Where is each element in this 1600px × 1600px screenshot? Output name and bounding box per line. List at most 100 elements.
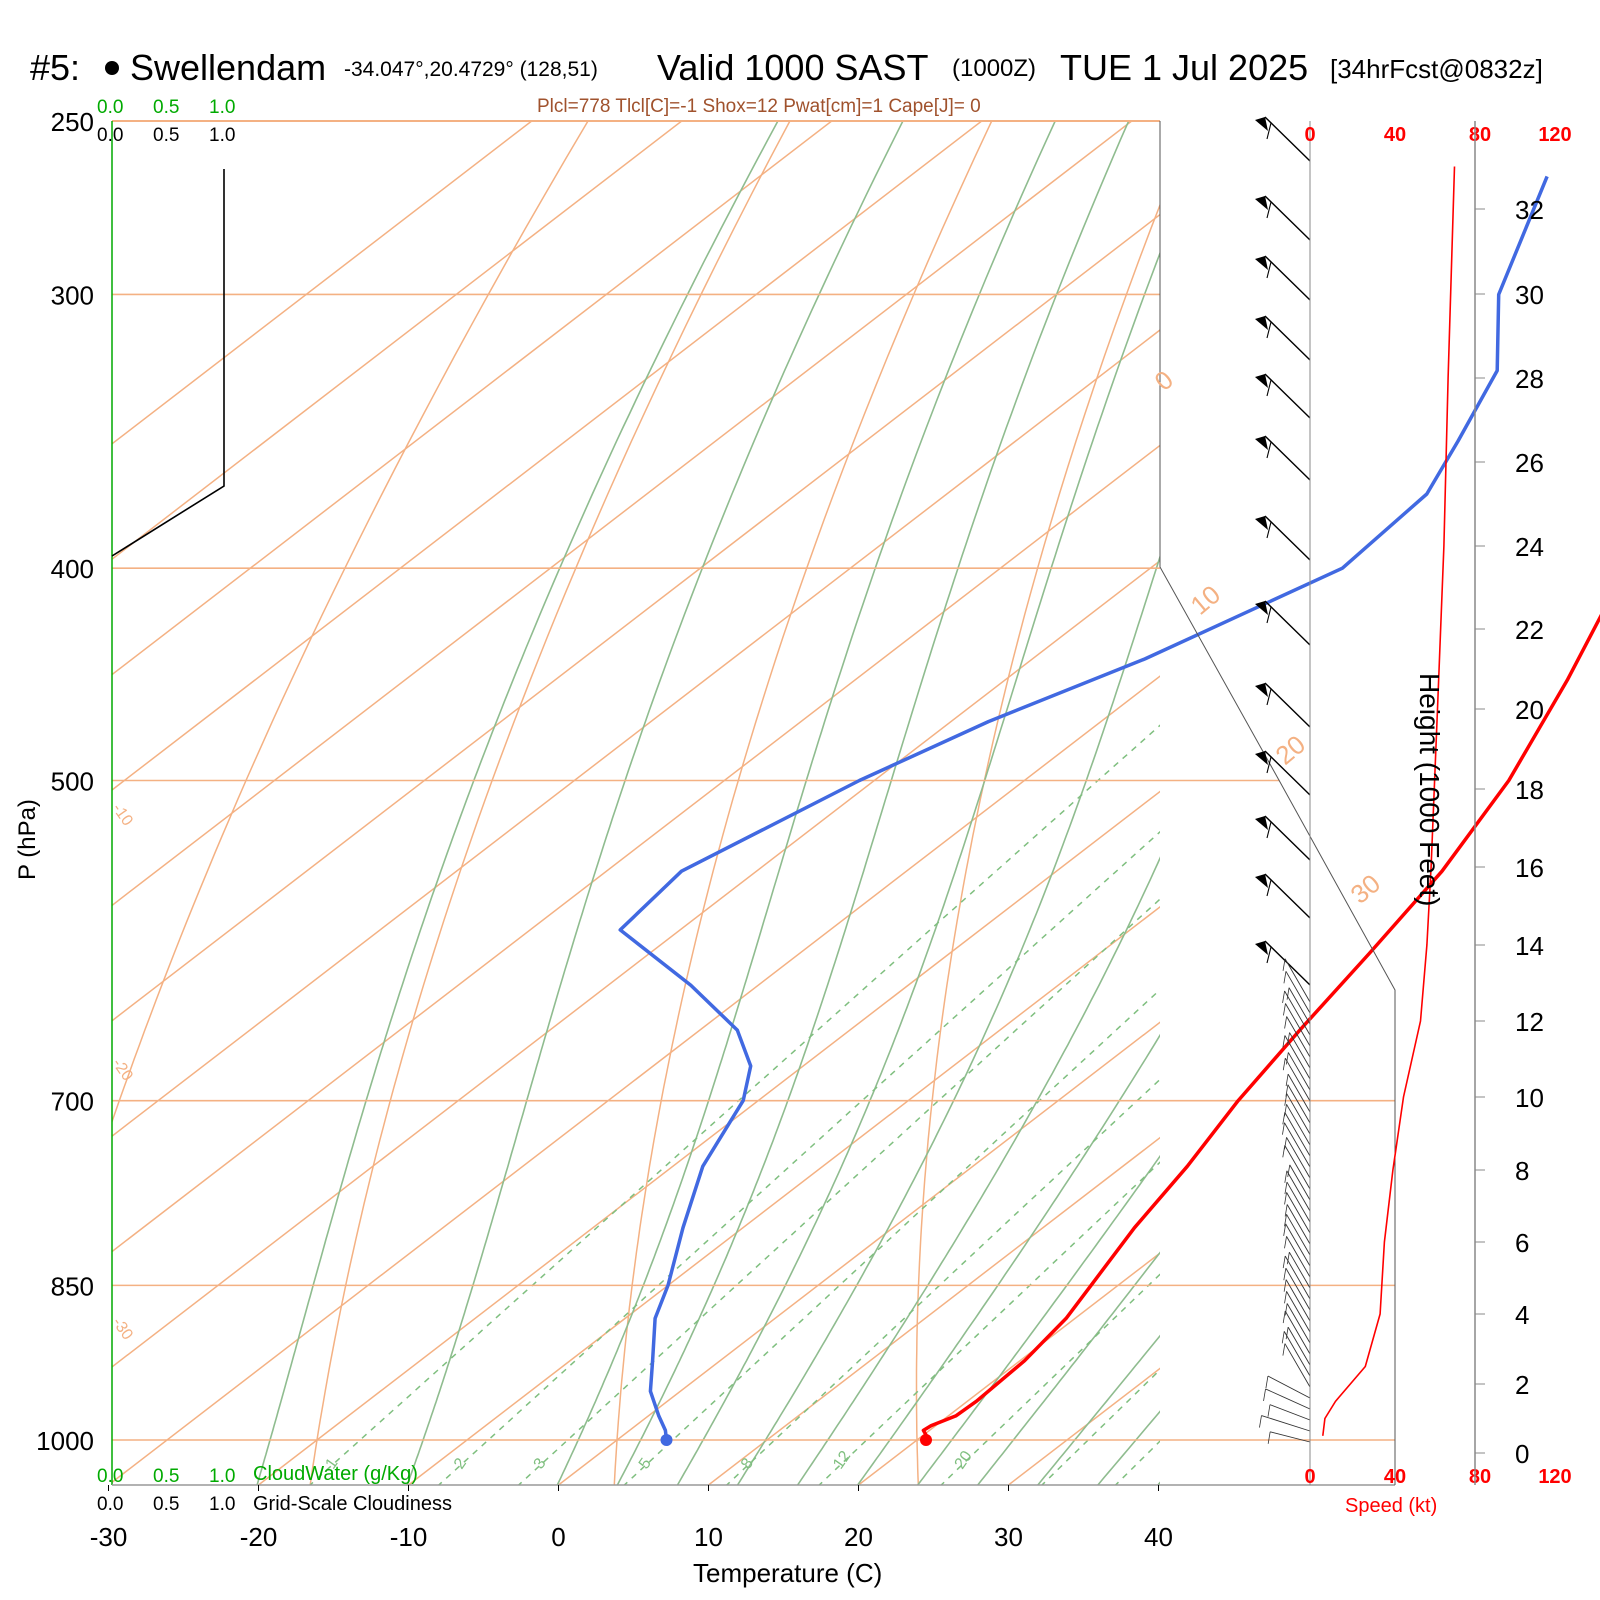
isotherm-label: 20 bbox=[1270, 729, 1311, 771]
moist-adiabat-line bbox=[797, 121, 1424, 1486]
surface-temperature-dot bbox=[920, 1434, 932, 1446]
wind-barb-staff bbox=[1286, 1224, 1310, 1266]
wind-barb-feather bbox=[1267, 689, 1271, 705]
station-coords: -34.047°,20.4729° (128,51) bbox=[344, 58, 598, 81]
cloudiness-tick-bottom: 1.0 bbox=[209, 1494, 235, 1515]
temperature-tick-label: -30 bbox=[90, 1522, 128, 1552]
wind-barb-staff bbox=[1265, 117, 1310, 161]
wind-barb-staff bbox=[1287, 1214, 1310, 1255]
isotherm-line bbox=[0, 121, 1282, 1485]
wind-barb-feather bbox=[1283, 1112, 1285, 1124]
height-tick-label: 32 bbox=[1515, 195, 1544, 225]
cloudwater-tick-top: 1.0 bbox=[209, 97, 235, 118]
isotherm-label: -30 bbox=[109, 1315, 136, 1344]
wind-barb-staff bbox=[1265, 683, 1310, 727]
mixing-ratio-line bbox=[818, 568, 1600, 1486]
wind-barb-feather bbox=[1283, 1344, 1285, 1356]
cloudwater-tick-bottom: 1.0 bbox=[209, 1466, 235, 1487]
wind-barb-staff bbox=[1285, 1311, 1310, 1354]
wind-barb-feather bbox=[1283, 1145, 1285, 1157]
wind-barb-feather bbox=[1283, 991, 1285, 1003]
cloudiness-profile bbox=[112, 169, 224, 556]
pressure-tick-label: 700 bbox=[51, 1087, 94, 1117]
wind-barb-staff bbox=[1284, 1331, 1310, 1376]
wind-barb-staff bbox=[1287, 1182, 1310, 1222]
mixing-ratio-label: 5 bbox=[636, 1455, 655, 1472]
wind-barb-feather bbox=[1267, 380, 1271, 396]
wind-barb-feather bbox=[1285, 1171, 1287, 1183]
cloudiness-tick-bottom: 0.0 bbox=[97, 1494, 123, 1515]
dry-adiabat-line bbox=[1202, 82, 1409, 1495]
pressure-tick-label: 400 bbox=[51, 554, 94, 584]
temperature-tick-label: 30 bbox=[994, 1522, 1023, 1552]
wind-barb-feather bbox=[1267, 202, 1271, 218]
station-number: #5: bbox=[30, 47, 80, 88]
wind-barb-staff bbox=[1289, 988, 1310, 1024]
speed-tick-label: 120 bbox=[1538, 124, 1571, 146]
sounding-profiles bbox=[620, 176, 1600, 1446]
wind-barb-staff bbox=[1287, 1104, 1310, 1145]
wind-barb-staff bbox=[1265, 874, 1310, 918]
wind-barb-staff bbox=[1287, 1137, 1310, 1178]
wind-barb-pennant bbox=[1255, 683, 1268, 697]
wind-barb-feather bbox=[1267, 607, 1271, 623]
isotherm-line bbox=[259, 121, 1600, 1485]
speed-tick-label: 120 bbox=[1538, 1466, 1571, 1488]
height-tick-label: 4 bbox=[1515, 1300, 1529, 1330]
wind-barb-feather bbox=[1285, 1192, 1287, 1204]
height-tick-label: 12 bbox=[1515, 1007, 1544, 1037]
temperature-tick-label: 20 bbox=[844, 1522, 873, 1552]
temperature-tick-label: -10 bbox=[390, 1522, 428, 1552]
wind-barb-staff bbox=[1265, 374, 1310, 418]
pressure-tick-label: 1000 bbox=[36, 1426, 94, 1456]
wind-barb-staff bbox=[1265, 256, 1310, 300]
height-tick-label: 8 bbox=[1515, 1156, 1529, 1186]
mixing-ratio-line bbox=[517, 568, 1525, 1486]
speed-tick-label: 80 bbox=[1469, 124, 1491, 146]
cloudwater-tick-bottom: 0.5 bbox=[153, 1466, 179, 1487]
wind-barb-staff bbox=[1261, 1416, 1310, 1431]
height-axis-label: Height (1000 Feet) bbox=[1414, 673, 1445, 906]
height-axis: 02468101214161820222426283032 bbox=[1475, 195, 1544, 1469]
temperature-tick-label: 0 bbox=[551, 1522, 565, 1552]
pressure-tick-label: 300 bbox=[51, 280, 94, 310]
speed-tick-label: 0 bbox=[1304, 1466, 1315, 1488]
wind-barb-staff bbox=[1288, 1327, 1310, 1365]
moist-adiabat-line bbox=[557, 121, 1055, 1486]
wind-barb-feather bbox=[1267, 522, 1271, 538]
valid-zulu: (1000Z) bbox=[952, 55, 1036, 82]
wind-barb-staff bbox=[1265, 316, 1310, 360]
dewpoint-profile-line bbox=[620, 176, 1547, 1440]
height-tick-label: 28 bbox=[1515, 364, 1544, 394]
wind-barb-staff bbox=[1284, 1123, 1310, 1167]
mixing-ratio-label: 3 bbox=[531, 1455, 550, 1472]
stability-indices: Plcl=778 Tlcl[C]=-1 Shox=12 Pwat[cm]=1 C… bbox=[537, 96, 981, 117]
forecast-info: [34hrFcst@0832z] bbox=[1330, 54, 1543, 84]
wind-barb-staff bbox=[1290, 1033, 1310, 1068]
isotherm-line bbox=[1309, 121, 1600, 1485]
wind-barb-staff bbox=[1285, 1035, 1310, 1079]
isotherm-line bbox=[0, 121, 982, 1485]
height-tick-label: 24 bbox=[1515, 532, 1544, 562]
wind-barb-feather bbox=[1283, 1256, 1285, 1268]
wind-barb-staff bbox=[1285, 1058, 1310, 1101]
wind-barb-staff bbox=[1266, 1389, 1310, 1409]
speed-tick-label: 40 bbox=[1384, 1466, 1406, 1488]
pressure-tick-label: 850 bbox=[51, 1271, 94, 1301]
wind-barb-feather bbox=[1267, 322, 1271, 338]
wind-barb-staff bbox=[1265, 196, 1310, 240]
isotherm-label: 10 bbox=[1185, 579, 1226, 621]
mixing-ratio-labels: 1 2 3 5 8 12 20 bbox=[322, 1448, 975, 1472]
wind-barb-staff bbox=[1287, 1204, 1310, 1244]
wind-barb-feather bbox=[1267, 880, 1271, 896]
wind-barb-staff bbox=[1265, 516, 1310, 560]
wind-barb-feather bbox=[1284, 1268, 1286, 1280]
wind-barb-feather bbox=[1283, 1058, 1285, 1070]
temperature-axis-label: Temperature (C) bbox=[693, 1558, 882, 1588]
wind-barb-pennant bbox=[1255, 436, 1268, 450]
height-tick-label: 6 bbox=[1515, 1228, 1529, 1258]
cloudiness-tick-bottom: 0.5 bbox=[153, 1494, 179, 1515]
cloudwater-tick-top: 0.0 bbox=[97, 97, 123, 118]
wind-barb-staff bbox=[1285, 1145, 1310, 1189]
isotherm-label: -10 bbox=[109, 801, 136, 830]
